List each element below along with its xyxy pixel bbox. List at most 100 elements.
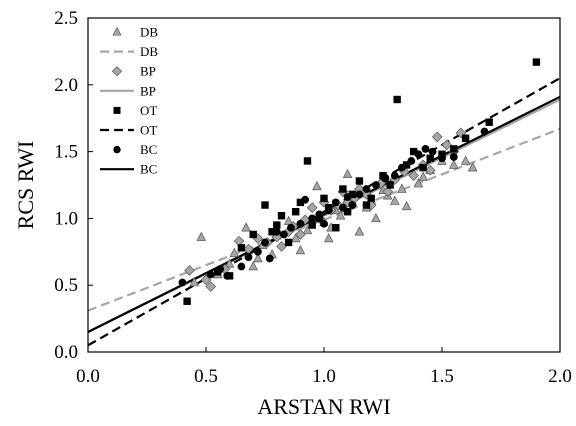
data-point-bc xyxy=(428,147,437,156)
data-point-db xyxy=(397,183,407,193)
data-point-db xyxy=(295,245,306,255)
data-point-bc xyxy=(343,193,352,201)
data-point-db xyxy=(413,178,424,188)
data-point-bc xyxy=(324,206,333,215)
x-tick-label: 2.0 xyxy=(548,366,572,387)
x-tick-label: 1.0 xyxy=(312,366,336,387)
data-point-bc xyxy=(223,271,232,280)
fit-line-bc-solid xyxy=(88,95,560,333)
data-point-bp xyxy=(342,197,353,208)
data-point-db xyxy=(253,253,263,263)
data-point-db xyxy=(196,231,207,241)
legend-label: DB xyxy=(140,25,158,40)
data-point-db xyxy=(241,222,251,232)
data-point-ot xyxy=(419,163,427,172)
y-tick-label: 1.5 xyxy=(54,142,78,163)
legend-marker-bc xyxy=(113,145,121,154)
y-tick-label: 0.0 xyxy=(54,342,78,363)
data-point-ot xyxy=(320,194,328,203)
data-point-bc xyxy=(449,153,458,161)
regression-lines xyxy=(88,77,560,347)
data-point-ot xyxy=(386,181,394,189)
data-point-bc xyxy=(421,145,430,153)
y-tick-label: 1.0 xyxy=(54,208,78,229)
data-point-bp xyxy=(441,139,453,151)
data-point-bc xyxy=(480,127,489,136)
data-point-bp xyxy=(382,186,394,197)
data-point-bc xyxy=(381,174,390,183)
data-point-db xyxy=(323,232,334,243)
data-point-bc xyxy=(372,181,380,189)
data-point-bc xyxy=(279,230,288,239)
x-tick-label: 1.5 xyxy=(430,366,454,387)
legend: DB DB BP BP OT OT BC BC xyxy=(100,25,158,177)
data-point-ot xyxy=(308,221,316,229)
x-tick-label: 0.0 xyxy=(76,366,100,387)
data-point-bp xyxy=(408,170,419,181)
data-point-ot xyxy=(450,145,458,153)
data-point-db xyxy=(189,277,199,287)
data-point-db xyxy=(248,261,258,271)
data-point-db xyxy=(283,215,294,225)
data-point-bc xyxy=(390,171,399,180)
data-point-ot xyxy=(393,95,401,104)
data-point-bc xyxy=(414,150,423,159)
data-point-ot xyxy=(303,157,312,165)
fit-line-ot-dashed xyxy=(88,77,560,347)
data-point-ot xyxy=(438,150,446,158)
data-point-bc xyxy=(296,219,305,228)
legend-marker-bp xyxy=(111,66,123,77)
data-point-bc xyxy=(237,262,246,271)
data-point-ot xyxy=(183,297,191,305)
data-point-bc xyxy=(244,253,253,262)
data-point-ot xyxy=(426,154,434,162)
legend-label: BP xyxy=(140,83,156,98)
data-point-ot xyxy=(261,201,269,209)
data-point-db xyxy=(302,224,313,235)
legend-marker-db xyxy=(112,26,122,36)
data-point-bc xyxy=(362,185,371,193)
data-point-bc xyxy=(355,190,364,199)
y-tick-label: 2.5 xyxy=(54,8,78,29)
data-point-ot xyxy=(273,221,281,229)
x-tick-label: 0.5 xyxy=(194,366,218,387)
data-point-ot xyxy=(362,201,371,209)
data-point-bc xyxy=(331,198,340,207)
data-point-ot xyxy=(367,194,375,203)
data-point-bc xyxy=(254,247,262,256)
data-point-db xyxy=(290,232,301,243)
data-point-ot xyxy=(343,208,352,216)
data-point-ot xyxy=(348,190,357,199)
data-point-bc xyxy=(178,278,187,287)
data-point-bp xyxy=(306,202,318,214)
data-point-ot xyxy=(402,161,411,169)
data-point-db xyxy=(229,247,240,257)
data-point-ot xyxy=(339,185,347,193)
data-point-ot xyxy=(268,228,276,236)
data-point-bc xyxy=(338,203,347,212)
data-point-db xyxy=(418,171,428,181)
data-point-ot xyxy=(249,230,257,239)
data-point-bc xyxy=(301,195,310,204)
data-point-bc xyxy=(407,157,416,165)
data-point-db xyxy=(467,162,478,172)
data-point-ot xyxy=(355,177,364,185)
legend-label: OT xyxy=(140,123,157,138)
y-tick-label: 2.0 xyxy=(54,75,78,96)
data-point-ot xyxy=(277,212,286,220)
data-point-bp xyxy=(184,265,195,276)
data-point-db xyxy=(371,212,381,223)
data-point-ot xyxy=(485,118,493,126)
legend-label: DB xyxy=(140,44,158,59)
data-point-bc xyxy=(216,265,225,274)
data-point-ot xyxy=(332,224,340,232)
data-point-db xyxy=(342,168,353,179)
legend-marker-ot xyxy=(113,106,121,114)
x-axis-title: ARSTAN RWI xyxy=(257,394,390,419)
data-point-ot xyxy=(237,244,246,252)
data-point-ot xyxy=(315,214,323,223)
data-point-db xyxy=(312,180,322,191)
data-point-db xyxy=(354,226,365,236)
legend-label: BC xyxy=(140,142,157,157)
